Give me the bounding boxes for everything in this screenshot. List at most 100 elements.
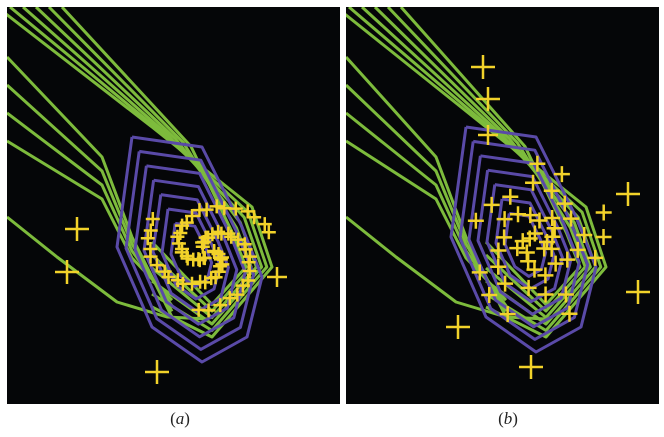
caption-a-letter: a bbox=[175, 409, 185, 428]
marker-a-65 bbox=[208, 270, 223, 285]
marker-b-12 bbox=[563, 210, 580, 227]
marker-b-27 bbox=[483, 196, 500, 213]
marker-b-26 bbox=[537, 286, 554, 303]
marker-b-18 bbox=[561, 305, 578, 322]
marker-a-43 bbox=[228, 201, 243, 216]
marker-a-2 bbox=[145, 360, 169, 384]
marker-a-56 bbox=[209, 199, 224, 214]
contour-bottom-a bbox=[7, 215, 208, 321]
marker-a-52 bbox=[198, 275, 213, 290]
marker-b-40 bbox=[467, 212, 484, 229]
caption-a-open: ( bbox=[170, 409, 176, 428]
marker-b-1 bbox=[476, 87, 500, 111]
marker-a-54 bbox=[242, 249, 257, 264]
marker-b-44 bbox=[543, 240, 560, 257]
contour-inner-a-1 bbox=[124, 149, 256, 351]
contour-outer-a-2 bbox=[22, 7, 264, 326]
marker-b-45 bbox=[509, 240, 526, 257]
marker-b-33 bbox=[546, 220, 563, 237]
marker-a-42 bbox=[149, 258, 164, 273]
marker-b-5 bbox=[626, 280, 650, 304]
contour-inner-b-1 bbox=[458, 139, 590, 341]
marker-a-55 bbox=[161, 270, 176, 285]
marker-a-66 bbox=[170, 229, 185, 244]
caption-a: (a) bbox=[150, 409, 210, 429]
marker-b-48 bbox=[496, 211, 513, 228]
marker-b-43 bbox=[526, 225, 543, 242]
marker-b-6 bbox=[519, 355, 543, 379]
marker-a-62 bbox=[214, 250, 229, 265]
marker-b-42 bbox=[499, 306, 516, 323]
contour-inner-b-0 bbox=[449, 125, 598, 354]
marker-a-73 bbox=[201, 303, 216, 318]
marker-b-8 bbox=[518, 244, 535, 261]
marker-a-64 bbox=[211, 224, 226, 239]
contour-plot-a bbox=[7, 7, 287, 384]
marker-b-36 bbox=[569, 241, 586, 258]
marker-a-70 bbox=[241, 273, 256, 288]
contour-inner-b-2 bbox=[467, 154, 581, 329]
marker-b-9 bbox=[531, 212, 548, 229]
marker-a-45 bbox=[145, 211, 160, 226]
marker-b-11 bbox=[496, 229, 513, 246]
marker-b-17 bbox=[553, 166, 570, 183]
contour-outer-b-3 bbox=[373, 7, 592, 319]
marker-a-53 bbox=[175, 218, 190, 233]
contour-inner-a-5 bbox=[160, 207, 222, 301]
marker-b-38 bbox=[543, 182, 560, 199]
marker-a-46 bbox=[207, 244, 222, 259]
contour-inner-b-4 bbox=[485, 183, 564, 304]
marker-b-13 bbox=[520, 279, 537, 296]
marker-b-50 bbox=[497, 275, 514, 292]
marker-b-3 bbox=[446, 315, 470, 339]
marker-b-34 bbox=[526, 261, 543, 278]
marker-a-57 bbox=[230, 287, 245, 302]
caption-a-close: ) bbox=[184, 409, 190, 428]
marker-a-17 bbox=[261, 225, 276, 240]
marker-b-39 bbox=[557, 286, 574, 303]
marker-b-25 bbox=[556, 195, 573, 212]
marker-b-30 bbox=[529, 155, 546, 172]
marker-b-0 bbox=[471, 55, 495, 79]
marker-b-35 bbox=[510, 206, 527, 223]
marker-b-37 bbox=[490, 258, 507, 275]
caption-b-open: ( bbox=[498, 409, 504, 428]
marker-b-16 bbox=[471, 264, 488, 281]
marker-b-47 bbox=[537, 267, 554, 284]
marker-a-41 bbox=[242, 264, 257, 279]
marker-a-16 bbox=[143, 223, 158, 238]
marker-a-15 bbox=[222, 291, 237, 306]
marker-b-15 bbox=[587, 249, 604, 266]
marker-a-63 bbox=[180, 251, 195, 266]
caption-b-letter: b bbox=[503, 409, 513, 428]
marker-a-9 bbox=[224, 229, 239, 244]
marker-a-71 bbox=[143, 249, 158, 264]
marker-a-60 bbox=[197, 251, 212, 266]
contour-inner-a-2 bbox=[133, 164, 247, 339]
panel-b bbox=[346, 7, 659, 404]
contour-inner-b-5 bbox=[494, 197, 556, 291]
caption-b-close: ) bbox=[512, 409, 518, 428]
marker-a-61 bbox=[195, 235, 210, 250]
contour-outer-a-0 bbox=[7, 12, 274, 339]
marker-b-29 bbox=[481, 286, 498, 303]
marker-b-4 bbox=[616, 182, 640, 206]
contour-plot-b bbox=[346, 7, 650, 379]
marker-a-3 bbox=[267, 267, 287, 287]
contour-outer-a-1 bbox=[9, 7, 269, 332]
marker-b-24 bbox=[490, 242, 507, 259]
marker-a-69 bbox=[192, 203, 207, 218]
marker-b-41 bbox=[595, 204, 612, 221]
contour-inner-a-0 bbox=[115, 135, 264, 364]
marker-b-46 bbox=[544, 209, 561, 226]
marker-a-68 bbox=[175, 276, 190, 291]
marker-a-44 bbox=[213, 298, 228, 313]
marker-a-37 bbox=[171, 236, 186, 251]
marker-a-0 bbox=[65, 217, 89, 241]
contour-left-a-3 bbox=[7, 139, 174, 302]
marker-b-10 bbox=[547, 255, 564, 272]
contour-inner-b-3 bbox=[476, 168, 573, 316]
marker-b-51 bbox=[525, 174, 542, 191]
contour-inner-a-6 bbox=[169, 221, 214, 288]
panel-a bbox=[7, 7, 340, 404]
